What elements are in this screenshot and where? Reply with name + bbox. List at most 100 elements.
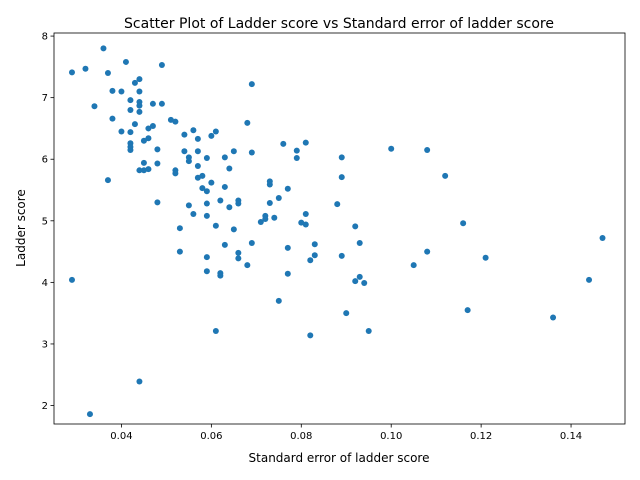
data-point xyxy=(176,248,183,255)
data-point xyxy=(280,140,287,147)
data-point xyxy=(68,276,75,283)
data-point xyxy=(149,122,156,129)
data-point xyxy=(284,185,291,192)
data-point xyxy=(176,225,183,232)
data-point xyxy=(145,125,152,132)
data-point xyxy=(307,332,314,339)
data-point xyxy=(127,146,134,153)
data-point xyxy=(158,62,165,69)
data-point xyxy=(203,254,210,261)
chart-title: Scatter Plot of Ladder score vs Standard… xyxy=(124,16,554,32)
data-point xyxy=(244,262,251,269)
data-point xyxy=(226,165,233,172)
data-point xyxy=(424,248,431,255)
data-point xyxy=(311,252,318,259)
data-point xyxy=(100,45,107,52)
data-point xyxy=(190,211,197,218)
data-point xyxy=(82,65,89,72)
data-point xyxy=(356,239,363,246)
data-point xyxy=(167,116,174,123)
data-point xyxy=(464,307,471,314)
data-point xyxy=(293,155,300,161)
data-point xyxy=(145,135,152,142)
data-point xyxy=(199,185,206,192)
data-point xyxy=(302,139,309,146)
data-point xyxy=(208,179,215,186)
data-point xyxy=(194,135,201,142)
data-point xyxy=(172,118,179,125)
data-point xyxy=(136,88,143,95)
data-point xyxy=(230,148,237,155)
x-tick-label: 0.08 xyxy=(290,431,312,442)
data-point xyxy=(424,146,431,153)
data-point xyxy=(203,268,210,275)
data-point xyxy=(262,215,269,222)
data-point xyxy=(181,148,188,155)
data-point xyxy=(104,177,111,184)
data-point xyxy=(482,254,489,261)
data-point xyxy=(136,102,143,109)
data-point xyxy=(334,201,341,208)
data-point xyxy=(221,241,228,248)
data-point xyxy=(352,223,359,230)
data-point xyxy=(248,239,255,246)
data-point xyxy=(266,181,273,188)
data-point xyxy=(172,170,179,177)
data-point xyxy=(212,328,219,335)
data-point xyxy=(586,276,593,283)
data-point xyxy=(194,163,201,169)
data-point xyxy=(217,197,224,204)
data-point xyxy=(338,154,345,161)
data-point xyxy=(275,297,282,304)
data-point xyxy=(361,279,368,286)
data-point xyxy=(298,219,305,226)
data-point xyxy=(203,155,210,161)
data-point xyxy=(118,128,125,135)
data-point xyxy=(199,172,206,179)
data-point xyxy=(235,255,242,262)
plot-frame xyxy=(53,32,626,425)
data-point xyxy=(284,244,291,251)
data-point xyxy=(194,148,201,155)
data-point xyxy=(154,160,161,167)
data-point xyxy=(91,103,98,110)
data-point xyxy=(311,241,318,248)
y-tick-label: 5 xyxy=(42,216,48,227)
data-point xyxy=(127,97,134,104)
data-point xyxy=(388,145,395,152)
data-point xyxy=(338,174,345,181)
data-point xyxy=(136,76,143,83)
data-point xyxy=(86,411,93,418)
data-point xyxy=(131,121,138,128)
data-point xyxy=(158,100,165,107)
data-point xyxy=(293,147,300,154)
data-point xyxy=(230,226,237,233)
data-point xyxy=(109,87,116,94)
data-point xyxy=(302,211,309,218)
data-point xyxy=(221,154,228,161)
data-point xyxy=(599,235,606,242)
data-point xyxy=(244,119,251,126)
data-point xyxy=(203,188,210,195)
y-axis-label: Ladder score xyxy=(14,189,28,267)
data-point xyxy=(266,199,273,206)
data-point xyxy=(136,108,143,115)
data-point xyxy=(248,149,255,156)
data-point xyxy=(203,200,210,207)
data-point xyxy=(154,146,161,153)
data-point xyxy=(190,127,197,134)
data-point xyxy=(365,328,372,335)
data-point xyxy=(185,158,192,165)
data-point xyxy=(145,166,152,173)
x-axis-label: Standard error of ladder score xyxy=(249,451,430,465)
x-tick-label: 0.10 xyxy=(380,431,402,442)
data-point xyxy=(122,58,129,65)
data-point xyxy=(140,159,147,166)
data-point xyxy=(217,272,224,279)
data-point xyxy=(109,115,116,122)
data-point xyxy=(271,214,278,221)
x-tick-label: 0.14 xyxy=(560,431,582,442)
data-point xyxy=(194,174,201,181)
points-layer xyxy=(68,45,606,418)
data-point xyxy=(212,128,219,135)
